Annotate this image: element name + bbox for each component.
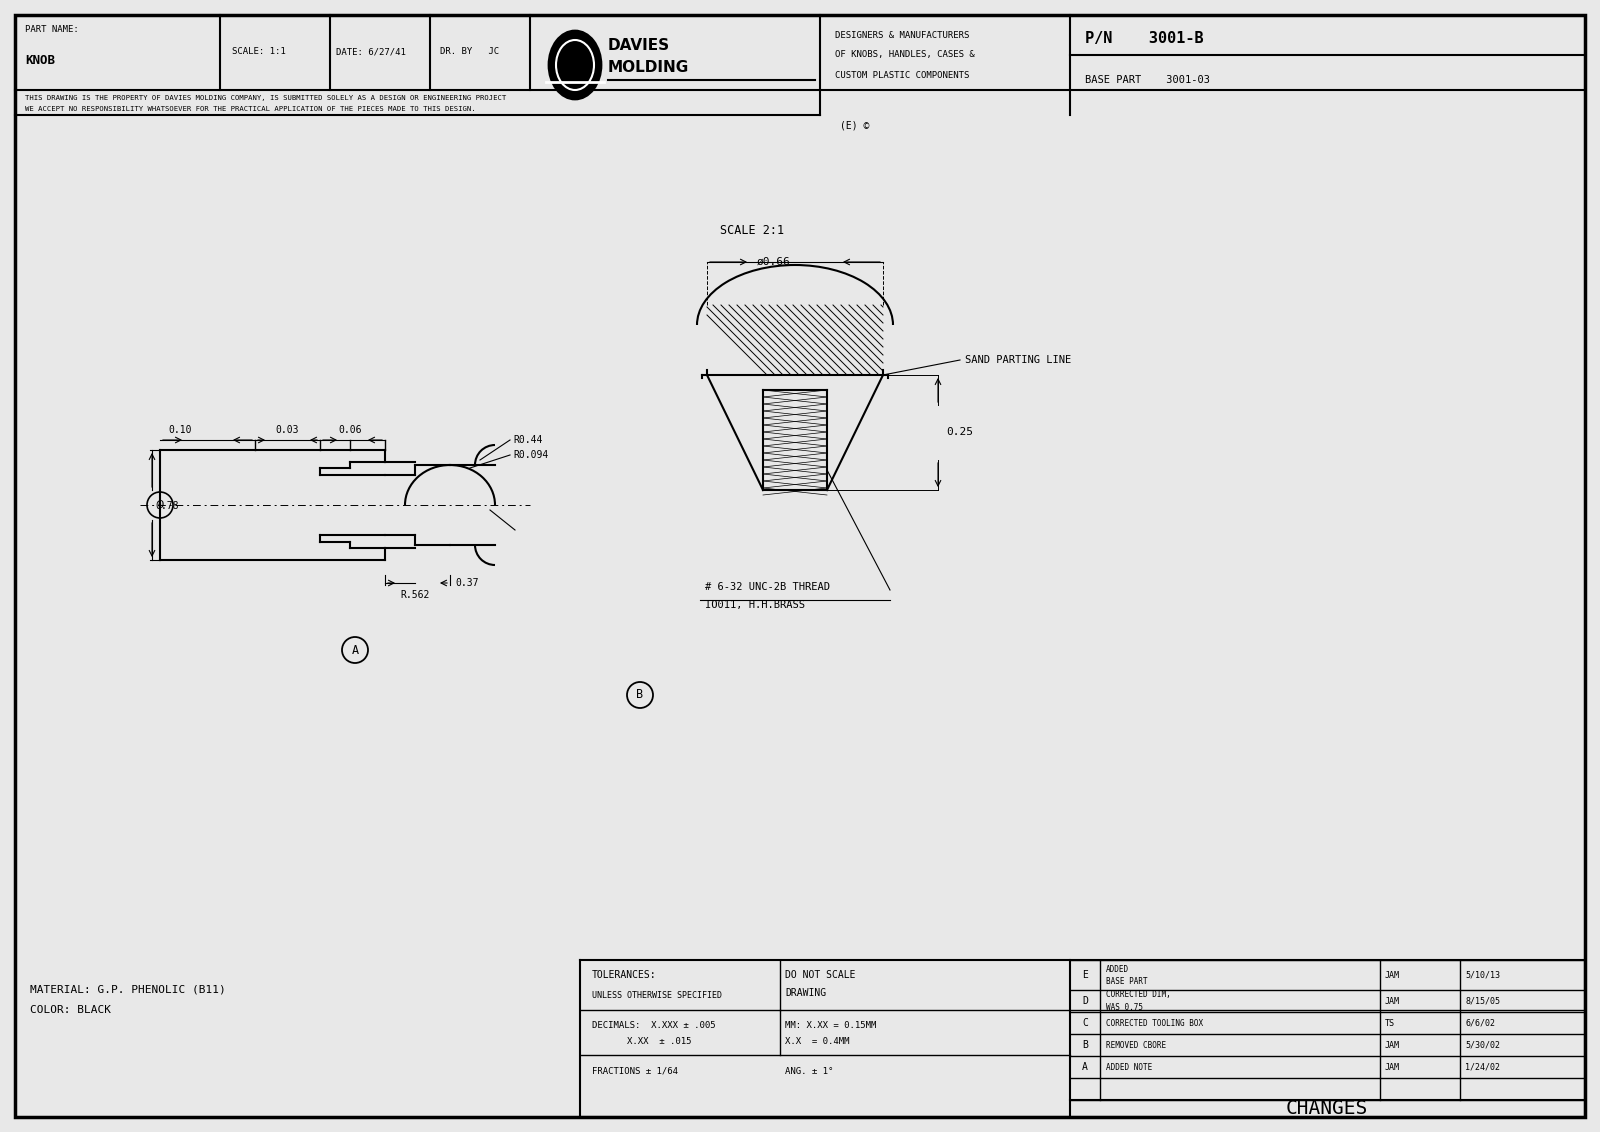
Text: DATE: 6/27/41: DATE: 6/27/41 [336,48,406,57]
Text: ANG. ± 1°: ANG. ± 1° [786,1066,834,1075]
Text: DECIMALS:  X.XXX ± .005: DECIMALS: X.XXX ± .005 [592,1021,715,1029]
Text: WE ACCEPT NO RESPONSIBILITY WHATSOEVER FOR THE PRACTICAL APPLICATION OF THE PIEC: WE ACCEPT NO RESPONSIBILITY WHATSOEVER F… [26,106,475,112]
Text: ADDED: ADDED [1106,964,1130,974]
Text: JAM: JAM [1386,970,1400,979]
Text: P/N    3001-B: P/N 3001-B [1085,31,1203,45]
Text: TOLERANCES:: TOLERANCES: [592,970,656,980]
Text: DO NOT SCALE: DO NOT SCALE [786,970,856,980]
Text: 0.10: 0.10 [168,424,192,435]
Text: CORRECTED TOOLING BOX: CORRECTED TOOLING BOX [1106,1019,1203,1028]
Text: DAVIES: DAVIES [608,37,670,52]
Text: R0.094: R0.094 [514,451,549,460]
Ellipse shape [557,40,594,91]
Text: MATERIAL: G.P. PHENOLIC (B11): MATERIAL: G.P. PHENOLIC (B11) [30,985,226,995]
Text: R.562: R.562 [400,590,429,600]
Text: REMOVED CBORE: REMOVED CBORE [1106,1040,1166,1049]
Text: CHANGES: CHANGES [1286,1099,1368,1118]
Text: CUSTOM PLASTIC COMPONENTS: CUSTOM PLASTIC COMPONENTS [835,70,970,79]
Text: (E) ©: (E) © [840,120,869,130]
Text: DR. BY   JC: DR. BY JC [440,48,499,57]
Text: # 6-32 UNC-2B THREAD: # 6-32 UNC-2B THREAD [706,582,830,592]
Text: B: B [1082,1040,1088,1050]
Text: FRACTIONS ± 1/64: FRACTIONS ± 1/64 [592,1066,678,1075]
Text: 0.06: 0.06 [338,424,362,435]
Text: DESIGNERS & MANUFACTURERS: DESIGNERS & MANUFACTURERS [835,31,970,40]
Text: ADDED NOTE: ADDED NOTE [1106,1063,1152,1072]
Text: A: A [1082,1062,1088,1072]
Text: E: E [1082,970,1088,980]
Text: A: A [352,643,358,657]
Text: B: B [637,688,643,702]
Text: WAS 0.75: WAS 0.75 [1106,1003,1142,1012]
Text: 5/30/02: 5/30/02 [1466,1040,1501,1049]
Text: OF KNOBS, HANDLES, CASES &: OF KNOBS, HANDLES, CASES & [835,51,974,60]
Text: X.X  = 0.4MM: X.X = 0.4MM [786,1038,850,1046]
Text: BASE PART    3001-03: BASE PART 3001-03 [1085,75,1210,85]
Text: SCALE 2:1: SCALE 2:1 [720,223,784,237]
Text: 6/6/02: 6/6/02 [1466,1019,1494,1028]
Text: THIS DRAWING IS THE PROPERTY OF DAVIES MOLDING COMPANY, IS SUBMITTED SOLELY AS A: THIS DRAWING IS THE PROPERTY OF DAVIES M… [26,95,506,101]
Text: DRAWING: DRAWING [786,988,826,998]
Text: UNLESS OTHERWISE SPECIFIED: UNLESS OTHERWISE SPECIFIED [592,990,722,1000]
Text: MOLDING: MOLDING [608,60,690,76]
Text: SAND PARTING LINE: SAND PARTING LINE [965,355,1072,365]
Text: SCALE: 1:1: SCALE: 1:1 [232,48,286,57]
Text: BASE PART: BASE PART [1106,977,1147,986]
Text: IO011, H.H.BRASS: IO011, H.H.BRASS [706,600,805,610]
Text: MM: X.XX = 0.15MM: MM: X.XX = 0.15MM [786,1021,877,1029]
Text: X.XX  ± .015: X.XX ± .015 [627,1038,691,1046]
Text: 0.78: 0.78 [155,501,179,511]
Text: JAM: JAM [1386,1040,1400,1049]
Text: 0.37: 0.37 [454,578,478,588]
Text: JAM: JAM [1386,1063,1400,1072]
Text: 0.25: 0.25 [946,427,973,437]
Text: CORRECTED DIM,: CORRECTED DIM, [1106,990,1171,1000]
Text: 8/15/05: 8/15/05 [1466,996,1501,1005]
Text: ø0.66: ø0.66 [757,257,790,267]
Ellipse shape [549,31,602,98]
Text: 0.03: 0.03 [275,424,299,435]
Text: C: C [1082,1018,1088,1028]
Text: D: D [157,500,163,511]
Text: 5/10/13: 5/10/13 [1466,970,1501,979]
Text: R0.44: R0.44 [514,435,542,445]
Text: PART NAME:: PART NAME: [26,26,78,34]
Text: COLOR: BLACK: COLOR: BLACK [30,1005,110,1015]
Text: JAM: JAM [1386,996,1400,1005]
Text: 1/24/02: 1/24/02 [1466,1063,1501,1072]
Text: D: D [1082,996,1088,1006]
Text: TS: TS [1386,1019,1395,1028]
Text: KNOB: KNOB [26,53,54,67]
